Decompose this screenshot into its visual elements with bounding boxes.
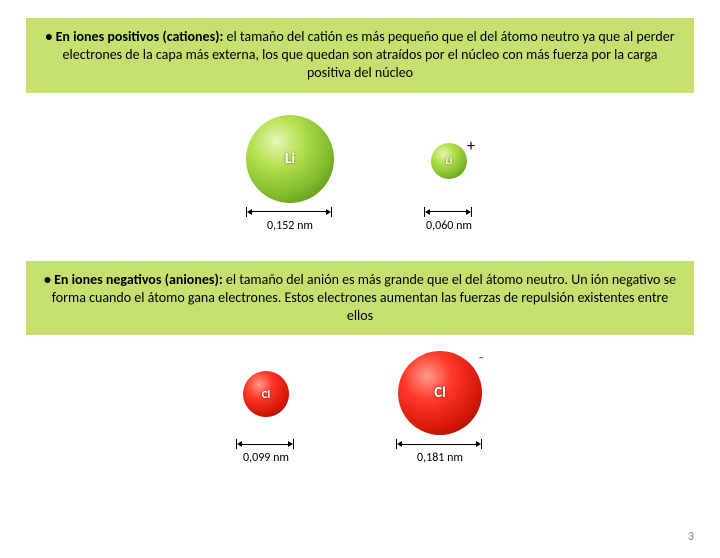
dimension: 0,060 nm <box>424 207 474 233</box>
bullet: • <box>45 28 52 45</box>
sphere-label: Li <box>285 150 295 168</box>
dimension: 0,181 nm <box>396 439 484 465</box>
page-number: 3 <box>688 530 694 544</box>
dim-label: 0,152 nm <box>267 219 313 233</box>
atom-cl-anion: Cl – 0,181 nm <box>396 349 484 465</box>
dimension: 0,099 nm <box>236 439 296 465</box>
bullet: • <box>44 271 51 288</box>
dim-label: 0,060 nm <box>426 219 472 233</box>
anion-text-box: • En iones negativos (aniones): el tamañ… <box>26 261 694 336</box>
atom-li-neutral: Li 0,152 nm <box>246 113 334 233</box>
cation-lead: En iones positivos (cationes): <box>56 28 224 45</box>
sphere-li: Li <box>246 115 334 203</box>
sphere-cl: Cl <box>243 371 289 417</box>
atom-li-cation: Li + 0,060 nm <box>424 113 474 233</box>
cation-figure-row: Li 0,152 nm Li + 0,060 nm <box>0 103 720 233</box>
dim-label: 0,181 nm <box>417 451 463 465</box>
charge-sup: + <box>467 137 475 156</box>
anion-lead: En iones negativos (aniones): <box>54 271 223 288</box>
sphere-label: Li <box>446 154 453 167</box>
dim-label: 0,099 nm <box>243 451 289 465</box>
sphere-label: Cl <box>434 384 446 402</box>
atom-cl-neutral: Cl 0,099 nm <box>236 349 296 465</box>
charge-sup: – <box>479 351 484 364</box>
sphere-cl-minus: Cl <box>398 351 482 435</box>
anion-figure-row: Cl 0,099 nm Cl – 0,181 nm <box>0 345 720 465</box>
sphere-label: Cl <box>262 388 271 401</box>
sphere-li-plus: Li <box>431 143 467 179</box>
dimension: 0,152 nm <box>246 207 334 233</box>
cation-text-box: • En iones positivos (cationes): el tama… <box>26 18 694 93</box>
